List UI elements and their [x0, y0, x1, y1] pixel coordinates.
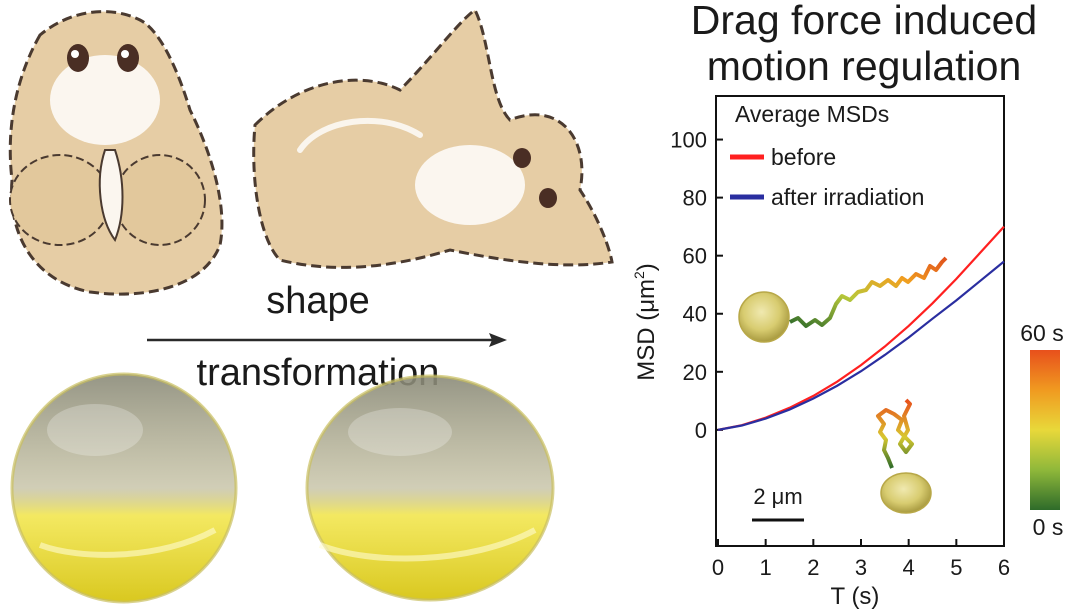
y-tick-label: 80 — [683, 186, 707, 211]
arrow-label-shape: shape — [266, 280, 370, 322]
y-tick-label: 100 — [670, 128, 707, 153]
trajectory-after — [878, 400, 931, 513]
x-tick-label: 3 — [855, 555, 867, 580]
y-axis-label-main: MSD (μm — [633, 279, 660, 381]
scale-bar-label: 2 μm — [753, 484, 802, 509]
legend-title: Average MSDs — [735, 101, 889, 127]
colorbar-max-label: 60 s — [1020, 320, 1063, 346]
x-tick-label: 5 — [950, 555, 962, 580]
y-tick-label: 0 — [695, 418, 707, 443]
transformation-arrow — [147, 333, 507, 347]
x-tick-label: 0 — [712, 555, 724, 580]
cartoon-hamster-stretched — [254, 10, 612, 267]
y-axis-label: MSD (μm2) — [631, 263, 660, 381]
y-tick-label: 60 — [683, 244, 707, 269]
chart-title-line-1: Drag force induced — [691, 0, 1037, 43]
legend-label-before: before — [771, 144, 836, 170]
droplet-sphere-right — [307, 376, 553, 600]
particle-after — [881, 473, 931, 513]
droplet-sphere-left — [12, 374, 236, 602]
chart-title-line-2: motion regulation — [707, 43, 1022, 89]
x-tick-label: 1 — [760, 555, 772, 580]
x-axis-label: T (s) — [831, 583, 880, 610]
colorbar-min-label: 0 s — [1033, 514, 1064, 540]
y-axis-label-close: ) — [633, 263, 660, 271]
legend: Average MSDs before after irradiation — [730, 101, 924, 210]
x-tick-label: 6 — [998, 555, 1010, 580]
particle-before — [739, 292, 789, 342]
y-tick-label: 40 — [683, 302, 707, 327]
x-tick-label: 2 — [807, 555, 819, 580]
figure-canvas: shape transformation Drag force induced … — [0, 0, 1071, 610]
cartoon-hamster-upright — [10, 12, 222, 295]
x-tick-label: 4 — [903, 555, 915, 580]
trajectory-before — [739, 258, 946, 342]
y-axis-label-sup: 2 — [631, 271, 647, 279]
series-line-after — [718, 261, 1004, 429]
colorbar-gradient — [1030, 350, 1060, 510]
y-tick-label: 20 — [683, 360, 707, 385]
legend-label-after: after irradiation — [771, 184, 924, 210]
colorbar: 60 s 0 s — [1020, 320, 1063, 540]
